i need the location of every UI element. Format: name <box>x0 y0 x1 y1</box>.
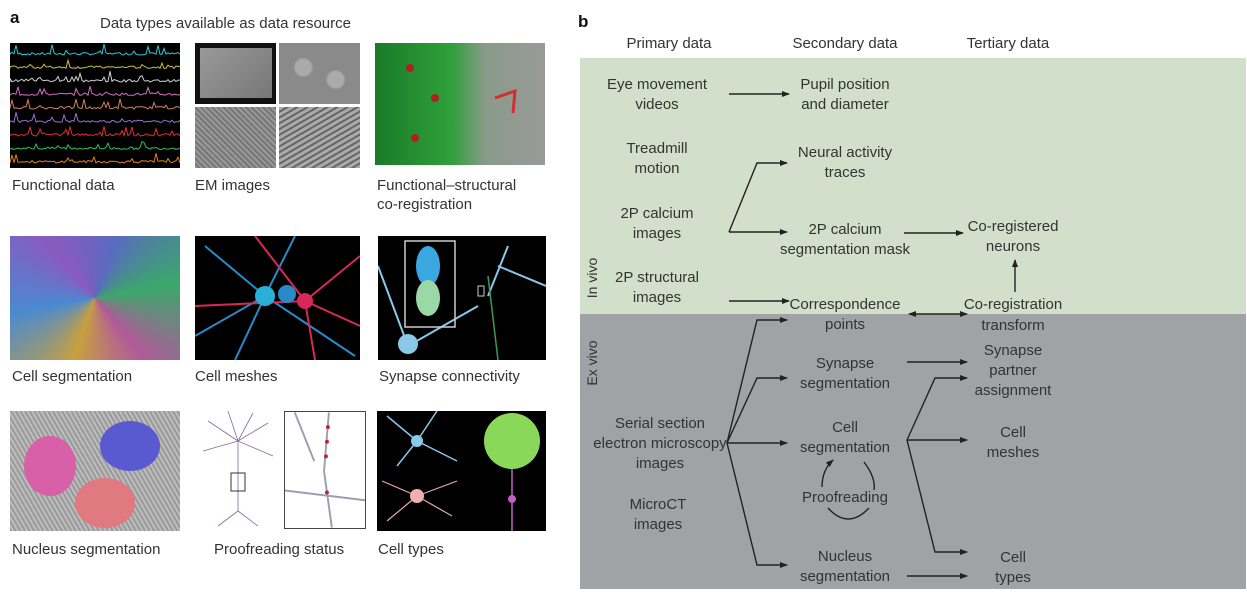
panel-a-letter: a <box>10 8 20 27</box>
node-meshes: Cell <box>1000 424 1026 441</box>
arrow-em-to-nucleus <box>726 442 788 568</box>
header-tertiary: Tertiary data <box>967 35 1050 52</box>
node-correspondence: Correspondence <box>790 296 901 313</box>
arrow-calcium-to-neural <box>728 160 788 233</box>
activity-trace <box>10 124 180 138</box>
arrow-proofreading-cycle-bottom <box>827 507 870 520</box>
node-partner-2: partner <box>989 362 1037 379</box>
node-transform: Co-registration <box>964 296 1062 313</box>
node-treadmill-2: motion <box>634 160 679 177</box>
node-serial-section-3: images <box>636 455 684 472</box>
cell-types-image <box>377 411 546 531</box>
node-neural-activity-2: traces <box>825 164 866 181</box>
in-vivo-region <box>580 58 1246 314</box>
caption-co-registration-2: co-registration <box>377 196 473 213</box>
node-2p-structural-2: images <box>633 289 681 306</box>
co-registration-image <box>375 43 545 165</box>
activity-trace <box>10 140 180 151</box>
node-synapse-seg: Synapse <box>816 355 874 372</box>
cell-meshes-image <box>195 236 360 360</box>
node-neural-activity: Neural activity <box>798 144 893 161</box>
caption-functional-data: Functional data <box>12 177 115 194</box>
header-secondary: Secondary data <box>792 35 898 52</box>
label-in-vivo: In vivo <box>584 258 600 299</box>
node-partner-3: assignment <box>975 382 1053 399</box>
cell-segmentation-image <box>10 236 180 360</box>
proofreading-neuron-image <box>198 411 278 531</box>
synapse-connectivity-image <box>378 236 546 360</box>
panel-b-letter: b <box>578 12 588 31</box>
arrow-cellseg-to-types <box>906 439 968 555</box>
node-nucleus-seg-2: segmentation <box>800 568 890 585</box>
node-microct-2: images <box>634 516 682 533</box>
proofreading-zoom-image <box>284 411 366 529</box>
node-types: Cell <box>1000 549 1026 566</box>
arrow-proofreading-cycle-up <box>821 459 834 488</box>
caption-proofreading-status: Proofreading status <box>214 541 345 558</box>
node-eye-movement: Eye movement <box>607 76 708 93</box>
caption-co-registration-1: Functional–structural <box>377 177 517 194</box>
caption-nucleus-segmentation: Nucleus segmentation <box>12 541 161 558</box>
node-transform-2: transform <box>981 317 1044 334</box>
panel-a-title: Data types available as data resource <box>100 15 351 32</box>
node-pupil: Pupil position <box>800 76 889 93</box>
node-seg-mask-2: segmentation mask <box>780 241 911 258</box>
node-partner: Synapse <box>984 342 1042 359</box>
node-cell-seg: Cell <box>832 419 858 436</box>
node-nucleus-seg: Nucleus <box>818 548 872 565</box>
nucleus-segmentation-image <box>10 411 180 531</box>
activity-trace <box>10 85 180 97</box>
node-correspondence-2: points <box>825 316 865 333</box>
header-primary: Primary data <box>626 35 712 52</box>
node-seg-mask: 2P calcium <box>808 221 881 238</box>
caption-cell-meshes: Cell meshes <box>195 368 278 385</box>
node-eye-movement-2: videos <box>635 96 678 113</box>
node-proofreading: Proofreading <box>802 489 888 506</box>
node-2p-calcium-2: images <box>633 225 681 242</box>
node-cell-seg-2: segmentation <box>800 439 890 456</box>
node-2p-structural: 2P structural <box>615 269 699 286</box>
activity-trace <box>10 153 180 164</box>
activity-trace <box>10 97 180 110</box>
activity-trace <box>10 43 180 56</box>
node-types-2: types <box>995 569 1031 586</box>
ex-vivo-region <box>580 314 1246 589</box>
node-coregistered-2: neurons <box>986 238 1040 255</box>
node-2p-calcium: 2P calcium <box>620 205 693 222</box>
arrow-cellseg-to-partner <box>906 375 968 441</box>
node-synapse-seg-2: segmentation <box>800 375 890 392</box>
activity-trace <box>10 71 180 83</box>
em-images-image <box>195 43 360 168</box>
label-ex-vivo: Ex vivo <box>584 340 600 385</box>
caption-synapse-connectivity: Synapse connectivity <box>379 368 520 385</box>
arrow-em-to-synapse <box>726 375 788 444</box>
node-coregistered: Co-registered <box>968 218 1059 235</box>
node-pupil-2: and diameter <box>801 96 889 113</box>
caption-em-images: EM images <box>195 177 271 194</box>
node-serial-section-2: electron microscopy <box>593 435 727 452</box>
node-treadmill: Treadmill <box>626 140 687 157</box>
activity-trace <box>10 112 180 124</box>
node-serial-section: Serial section <box>615 415 705 432</box>
functional-data-image <box>10 43 180 168</box>
arrow-em-to-correspondence <box>726 317 788 444</box>
node-meshes-2: meshes <box>987 444 1040 461</box>
node-microct: MicroCT <box>630 496 687 513</box>
caption-cell-types: Cell types <box>378 541 444 558</box>
caption-cell-segmentation: Cell segmentation <box>12 368 133 385</box>
activity-trace <box>10 58 180 70</box>
arrow-proofreading-cycle-right <box>863 461 875 491</box>
